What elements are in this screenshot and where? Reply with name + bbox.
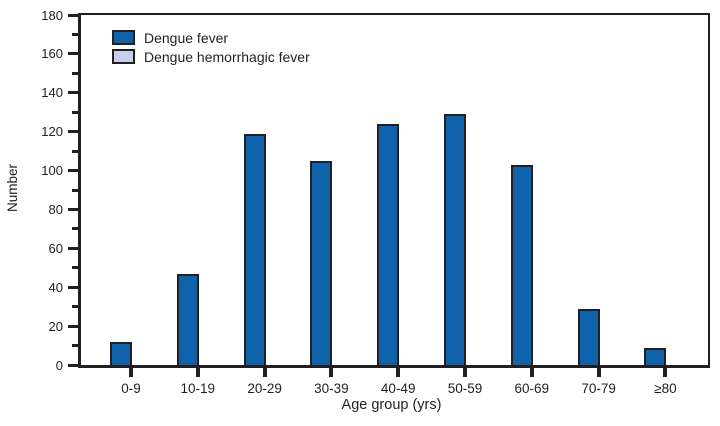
y-major-tick <box>68 324 78 328</box>
x-tick-label: 10-19 <box>180 381 216 396</box>
bar-dengue-fever-10-19 <box>176 273 199 365</box>
bar-dengue-fever-20-29 <box>243 133 266 365</box>
bar-dengue-fever-30-39 <box>310 160 333 365</box>
legend-label-dengue-hemorrhagic-fever: Dengue hemorrhagic fever <box>144 48 310 65</box>
y-tick-label: 80 <box>48 201 63 217</box>
x-tick <box>129 368 133 377</box>
y-major-tick <box>68 130 78 134</box>
y-minor-tick <box>72 110 78 114</box>
y-tick-label: 100 <box>41 163 63 179</box>
y-minor-tick <box>72 71 78 75</box>
y-tick-label: 160 <box>41 46 63 62</box>
x-tick <box>596 368 601 377</box>
legend-swatch-dengue-fever <box>112 30 135 45</box>
y-minor-tick <box>72 344 78 348</box>
x-tick-label: 40-49 <box>380 381 416 396</box>
legend-item-dengue-fever: Dengue fever <box>112 29 310 46</box>
legend-item-dengue-hemorrhagic-fever: Dengue hemorrhagic fever <box>112 48 310 65</box>
x-axis-title: Age group (yrs) <box>341 397 442 413</box>
bar-dengue-fever-60-69 <box>510 164 533 365</box>
y-major-tick <box>68 169 78 173</box>
y-minor-tick <box>72 149 78 153</box>
x-tick <box>396 368 401 377</box>
y-axis-title: Number <box>5 164 20 213</box>
x-tick-label: 0-9 <box>121 381 141 396</box>
x-tick-label: 20-29 <box>247 381 282 396</box>
legend: Dengue fever Dengue hemorrhagic fever <box>112 29 310 67</box>
x-tick-label: ≥80 <box>654 381 677 396</box>
x-tick <box>529 368 534 377</box>
x-tick <box>663 368 668 377</box>
y-tick-label: 0 <box>55 357 63 373</box>
bar-dengue-fever-50-59 <box>444 114 466 365</box>
y-tick-label: 20 <box>48 318 63 334</box>
y-minor-tick <box>72 188 78 192</box>
legend-label-dengue-fever: Dengue fever <box>144 29 229 46</box>
y-major-tick <box>68 246 78 250</box>
x-tick-label: 30-39 <box>314 381 349 396</box>
y-minor-tick <box>72 32 78 36</box>
y-major-tick <box>68 363 78 367</box>
bar-dengue-fever-≥80 <box>644 347 667 365</box>
y-major-tick <box>68 52 78 56</box>
x-tick <box>329 368 334 377</box>
bar-dengue-fever-40-49 <box>377 123 400 365</box>
legend-swatch-dengue-hemorrhagic-fever <box>112 49 135 64</box>
y-tick-label: 40 <box>48 279 63 295</box>
y-minor-tick <box>72 305 78 309</box>
bar-dengue-fever-0-9 <box>110 341 132 365</box>
x-tick-label: 50-59 <box>447 381 483 396</box>
y-major-tick <box>68 285 78 289</box>
y-major-tick <box>68 207 78 211</box>
x-tick-label: 60-69 <box>514 381 550 396</box>
y-tick-label: 140 <box>41 85 63 101</box>
x-tick <box>195 368 200 377</box>
y-tick-label: 120 <box>41 124 63 140</box>
y-minor-tick <box>72 227 78 231</box>
y-major-tick <box>68 13 78 17</box>
x-tick-label: 70-79 <box>581 381 616 396</box>
x-tick <box>262 368 267 377</box>
plot-area: Dengue fever Dengue hemorrhagic fever 0 2… <box>41 9 710 396</box>
x-tick <box>463 368 467 377</box>
y-tick-label: 180 <box>41 7 63 23</box>
bar-dengue-fever-70-79 <box>577 308 600 365</box>
y-major-tick <box>68 91 78 95</box>
y-tick-label: 60 <box>48 240 63 256</box>
y-minor-tick <box>72 266 78 270</box>
